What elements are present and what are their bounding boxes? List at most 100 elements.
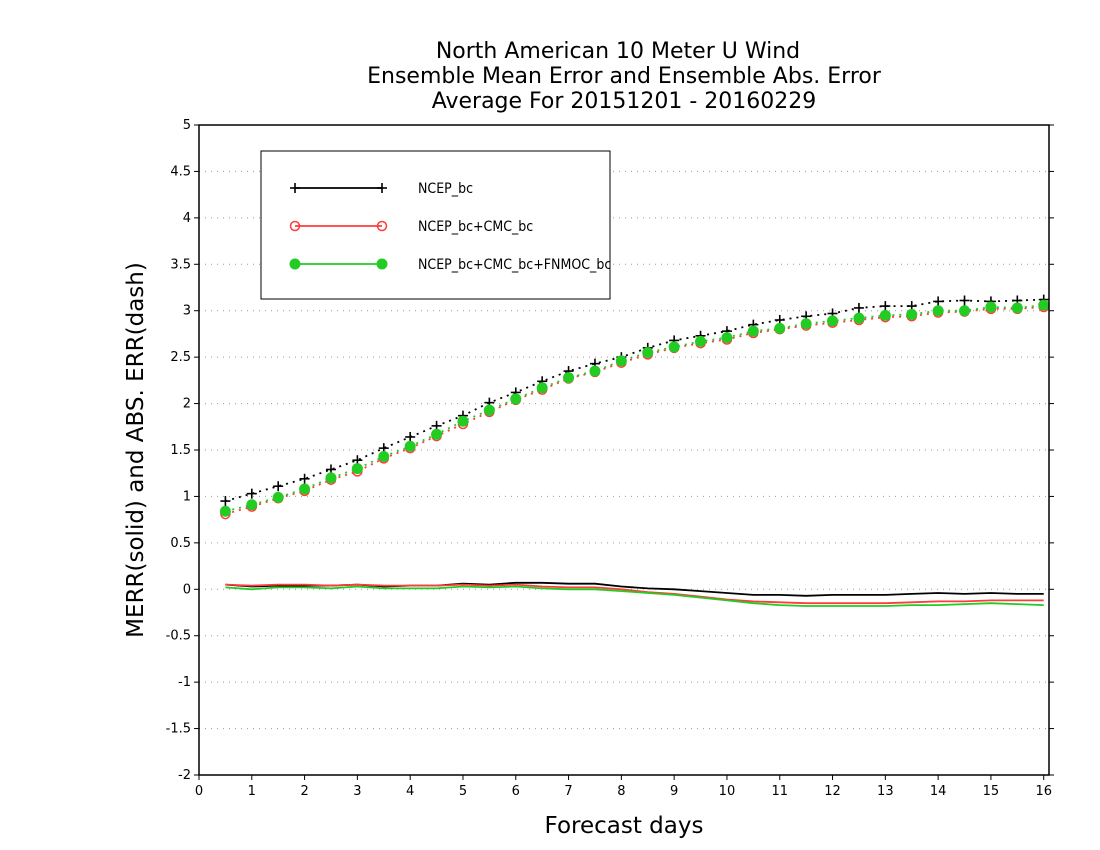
grid [199,170,1049,730]
series-2-abs-error-line [225,306,1044,515]
series-1-abs-error-point [273,481,284,492]
x-tick-label: 1 [248,784,256,799]
legend-label-1: NCEP_bc [418,181,473,197]
series-1-abs-error-line [225,298,1044,502]
series-3-abs-error-point [351,463,363,475]
series-3-abs-error-point [959,305,971,317]
x-tick-label: 3 [353,784,361,799]
y-tick-label: -1 [178,675,191,690]
series-3-abs-error-point [457,415,469,427]
series-3-abs-error-point [563,372,575,384]
legend-marker-1-right [377,183,387,193]
series-3-mean-error-line [225,585,1044,607]
x-axis-label: Forecast days [545,813,704,839]
series-3-abs-error-point [800,318,812,330]
series-3-abs-error-point [589,365,601,377]
chart-title-line-2: Ensemble Mean Error and Ensemble Abs. Er… [367,64,882,89]
y-tick-label: -2 [178,768,191,783]
x-tick-label: 8 [617,784,625,799]
x-tick-label: 6 [512,784,520,799]
legend-box [260,150,611,300]
legend-marker-1-left [290,183,300,193]
legend-label-2: NCEP_bc+CMC_bc [418,219,533,235]
series-3-abs-error-point [431,428,443,440]
axis-ticks: -2-1.5-1-0.500.511.522.533.544.550 1 2 3 4 5 6… [166,118,1054,799]
y-tick-label: 2.5 [170,350,191,365]
x-tick-label: 10 [719,784,736,799]
series-3-abs-error-point [668,341,680,353]
series-3-abs-error-point [272,491,284,503]
series-3-abs-error-point [325,472,337,484]
y-tick-label: 5 [183,118,191,133]
legend-marker-3-right [376,258,388,270]
series-1-abs-error-point [933,296,944,307]
y-axis-label: MERR(solid) and ABS. ERR(dash) [123,262,149,638]
y-tick-label: 3.5 [170,257,191,272]
x-tick-label: 11 [771,784,788,799]
series-1-abs-error-point [853,302,864,313]
legend-label-3: NCEP_bc+CMC_bc+FNMOC_bc [418,257,611,273]
y-tick-label: -1.5 [166,722,191,737]
x-tick-label: 2 [300,784,308,799]
series-3-abs-error-point [906,308,918,320]
x-tick-label: 16 [1035,784,1052,799]
y-tick-label: 4.5 [170,164,191,179]
x-tick-label: 13 [877,784,894,799]
legend: NCEP_bc NCEP_bc+CMC_bc NCEP_bc+CMC_bc+FNMO… [260,150,611,300]
series-3-abs-error-point [404,440,416,452]
series-1 [220,294,1049,597]
series-3 [219,299,1049,607]
series-1-abs-error-point [220,496,231,507]
series-3-abs-error-point [853,312,865,324]
series-3-abs-error-point [615,355,627,367]
y-tick-label: 4 [183,211,191,226]
series-3-abs-error-point [483,404,495,416]
legend-marker-2-right [376,220,388,232]
series-3-abs-error-point [879,309,891,321]
series-1-abs-error-point [880,301,891,312]
y-tick-label: -0.5 [166,629,191,644]
series-3-abs-error-point [510,393,522,405]
chart-title-line-1: North American 10 Meter U Wind [436,39,800,64]
legend-marker-2-left [289,220,301,232]
series-3-abs-error-point [246,499,258,511]
series-2 [220,301,1049,605]
x-tick-label: 7 [564,784,572,799]
x-tick-label: 9 [670,784,678,799]
series-3-abs-error-point [1011,302,1023,314]
series-3-abs-error-point [721,332,733,344]
series-2-mean-error-line [225,583,1044,605]
series-1-abs-error-point [959,295,970,306]
series-3-abs-error-point [774,322,786,334]
series-layer [219,294,1049,607]
y-tick-label: 0.5 [170,536,191,551]
y-tick-label: 2 [183,397,191,412]
x-tick-label: 14 [930,784,947,799]
x-tick-label: 15 [983,784,1000,799]
x-tick-label: 4 [406,784,414,799]
x-tick-label: 5 [459,784,467,799]
y-tick-label: 3 [183,304,191,319]
series-3-abs-error-point [747,325,759,337]
x-tick-label: 0 [195,784,203,799]
legend-marker-3-left [289,258,301,270]
series-3-abs-error-line [225,304,1044,513]
series-3-abs-error-point [642,347,654,358]
y-tick-label: 0 [183,582,191,597]
series-3-abs-error-point [932,305,944,317]
y-tick-label: 1.5 [170,443,191,458]
series-1-abs-error-point [299,473,310,484]
series-3-abs-error-point [299,483,311,495]
series-3-abs-error-point [985,301,997,313]
x-tick-label: 12 [824,784,841,799]
y-tick-label: 1 [183,489,191,504]
series-3-abs-error-point [536,382,548,394]
series-3-abs-error-point [827,315,839,327]
series-1-abs-error-point [246,488,257,499]
series-3-abs-error-point [695,335,707,347]
series-3-abs-error-point [378,451,390,462]
chart-title-line-3: Average For 20151201 - 20160229 [432,89,817,114]
series-3-abs-error-point [1038,299,1049,311]
series-3-abs-error-point [219,505,231,517]
